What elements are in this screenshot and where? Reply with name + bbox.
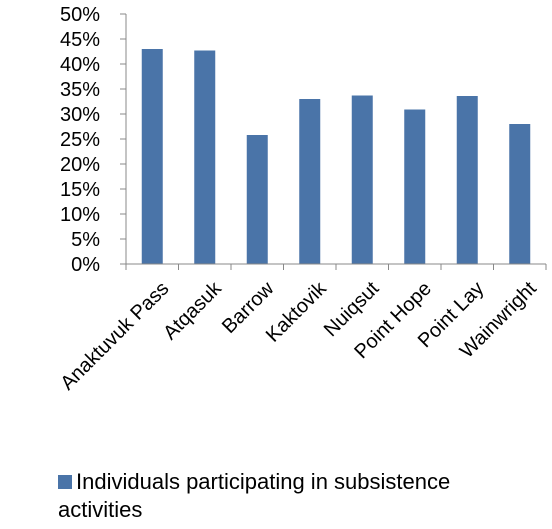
- bars: [141, 49, 531, 264]
- y-tick-label: 35%: [60, 79, 100, 101]
- bar-wainwright: [509, 124, 531, 264]
- y-tick-label: 5%: [71, 229, 100, 251]
- x-category-label: Atqasuk: [159, 277, 226, 344]
- y-tick-label: 15%: [60, 179, 100, 201]
- bar-barrow: [246, 135, 268, 264]
- y-tick-label: 0%: [71, 254, 100, 276]
- y-tick-label: 10%: [60, 204, 100, 226]
- x-axis: Anaktuvuk PassAtqasukBarrowKaktovikNuiqs…: [56, 263, 547, 395]
- bar-point-lay: [456, 96, 478, 264]
- bar-kaktovik: [299, 99, 321, 264]
- legend-swatch: [58, 475, 72, 489]
- bar-chart: 0% 5% 10% 15% 20% 25% 30% 35% 40% 45% 50% Anaktuvu…: [56, 4, 547, 395]
- y-axis: 0% 5% 10% 15% 20% 25% 30% 35% 40% 45% 50%: [60, 4, 127, 276]
- y-tick-label: 50%: [60, 4, 100, 26]
- y-tick-label: 45%: [60, 29, 100, 51]
- legend: Individuals participating in subsistence…: [58, 468, 538, 524]
- y-tick-label: 20%: [60, 154, 100, 176]
- bar-atqasuk: [194, 50, 216, 264]
- y-tick-label: 40%: [60, 54, 100, 76]
- x-category-label: Anaktuvuk Pass: [56, 278, 173, 395]
- legend-label: Individuals participating in subsistence…: [58, 469, 451, 522]
- bar-nuiqsut: [351, 95, 373, 264]
- y-tick-label: 30%: [60, 104, 100, 126]
- y-tick-label: 25%: [60, 129, 100, 151]
- bar-point-hope: [404, 109, 426, 264]
- bar-anaktuvuk-pass: [141, 49, 163, 264]
